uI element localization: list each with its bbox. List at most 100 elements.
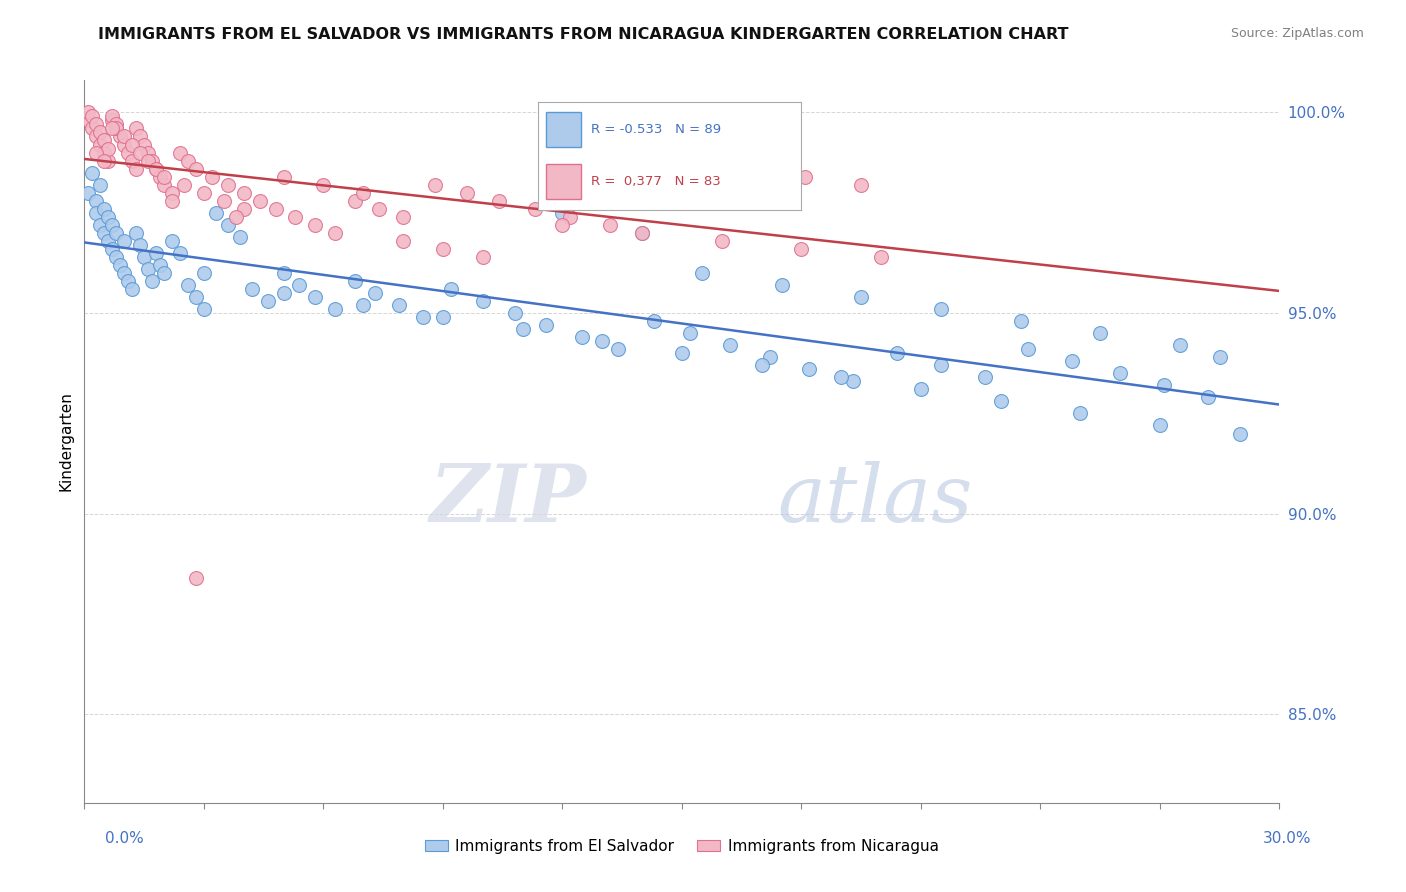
Point xyxy=(799,362,821,376)
Point xyxy=(136,153,159,168)
Point xyxy=(217,178,239,192)
Point xyxy=(929,302,952,317)
Point xyxy=(153,266,176,280)
Point xyxy=(229,230,252,244)
Point xyxy=(160,186,183,200)
Point xyxy=(97,142,120,156)
Point xyxy=(160,194,183,208)
Point xyxy=(304,290,326,304)
Point xyxy=(710,234,733,248)
Point xyxy=(886,346,908,360)
Point xyxy=(273,286,295,301)
Point xyxy=(325,226,347,240)
Point xyxy=(105,226,128,240)
Point xyxy=(758,351,780,365)
Point xyxy=(97,153,120,168)
Point xyxy=(591,334,613,349)
Point xyxy=(184,161,207,176)
Point xyxy=(352,298,374,312)
Point xyxy=(101,242,124,256)
Point xyxy=(112,234,135,248)
Point xyxy=(117,274,139,288)
Point xyxy=(599,218,621,232)
Point xyxy=(193,266,215,280)
Point xyxy=(990,394,1012,409)
Point xyxy=(571,330,593,344)
Point xyxy=(264,202,287,216)
Point xyxy=(1109,367,1132,381)
Point xyxy=(368,202,391,216)
Point xyxy=(742,161,765,176)
Point xyxy=(1209,351,1232,365)
Point xyxy=(643,314,665,328)
Point xyxy=(1197,391,1219,405)
Point xyxy=(93,202,115,216)
Point xyxy=(82,121,104,136)
Point xyxy=(679,326,702,341)
Point xyxy=(312,178,335,192)
Point xyxy=(794,169,817,184)
Point xyxy=(325,302,347,317)
Point xyxy=(388,298,411,312)
Point xyxy=(1062,354,1084,368)
Point xyxy=(105,118,128,132)
Point xyxy=(288,278,311,293)
Point xyxy=(105,250,128,264)
Point xyxy=(1168,338,1191,352)
Point xyxy=(560,210,582,224)
Point xyxy=(671,346,693,360)
Point xyxy=(842,374,865,388)
Point xyxy=(177,278,200,293)
Point xyxy=(751,358,773,372)
Point xyxy=(607,343,630,357)
Text: 0.0%: 0.0% xyxy=(105,831,145,847)
Point xyxy=(523,202,546,216)
Point xyxy=(830,370,852,384)
Point xyxy=(790,242,813,256)
Point xyxy=(643,186,665,200)
Text: Source: ZipAtlas.com: Source: ZipAtlas.com xyxy=(1230,27,1364,40)
Point xyxy=(456,186,478,200)
Point xyxy=(169,145,191,160)
Point xyxy=(488,194,510,208)
Point xyxy=(412,310,434,325)
Point xyxy=(93,134,115,148)
Text: IMMIGRANTS FROM EL SALVADOR VS IMMIGRANTS FROM NICARAGUA KINDERGARTEN CORRELATIO: IMMIGRANTS FROM EL SALVADOR VS IMMIGRANT… xyxy=(98,27,1069,42)
Point xyxy=(153,169,176,184)
Text: ZIP: ZIP xyxy=(429,460,586,538)
Point xyxy=(1149,418,1171,433)
Point xyxy=(117,145,139,160)
Point xyxy=(89,218,111,232)
Point xyxy=(217,218,239,232)
Point xyxy=(392,234,415,248)
Y-axis label: Kindergarten: Kindergarten xyxy=(58,392,73,491)
Point xyxy=(551,206,574,220)
Point xyxy=(110,258,132,272)
Point xyxy=(97,234,120,248)
Point xyxy=(718,338,741,352)
Point xyxy=(631,226,654,240)
Point xyxy=(101,121,124,136)
Point xyxy=(173,178,195,192)
Point xyxy=(89,178,111,192)
Point xyxy=(93,226,115,240)
Point xyxy=(77,113,100,128)
Point xyxy=(105,121,128,136)
Point xyxy=(110,129,132,144)
Point xyxy=(193,186,215,200)
Point xyxy=(344,194,367,208)
Point xyxy=(240,282,263,296)
Point xyxy=(284,210,307,224)
Point xyxy=(153,178,176,192)
Point xyxy=(145,161,167,176)
Point xyxy=(1069,407,1091,421)
Point xyxy=(205,206,228,220)
Point xyxy=(256,294,278,309)
Point xyxy=(1229,426,1251,441)
Point xyxy=(97,210,120,224)
Point xyxy=(973,370,995,384)
Point xyxy=(851,290,873,304)
Point xyxy=(141,153,163,168)
Point xyxy=(112,137,135,152)
Point xyxy=(193,302,215,317)
